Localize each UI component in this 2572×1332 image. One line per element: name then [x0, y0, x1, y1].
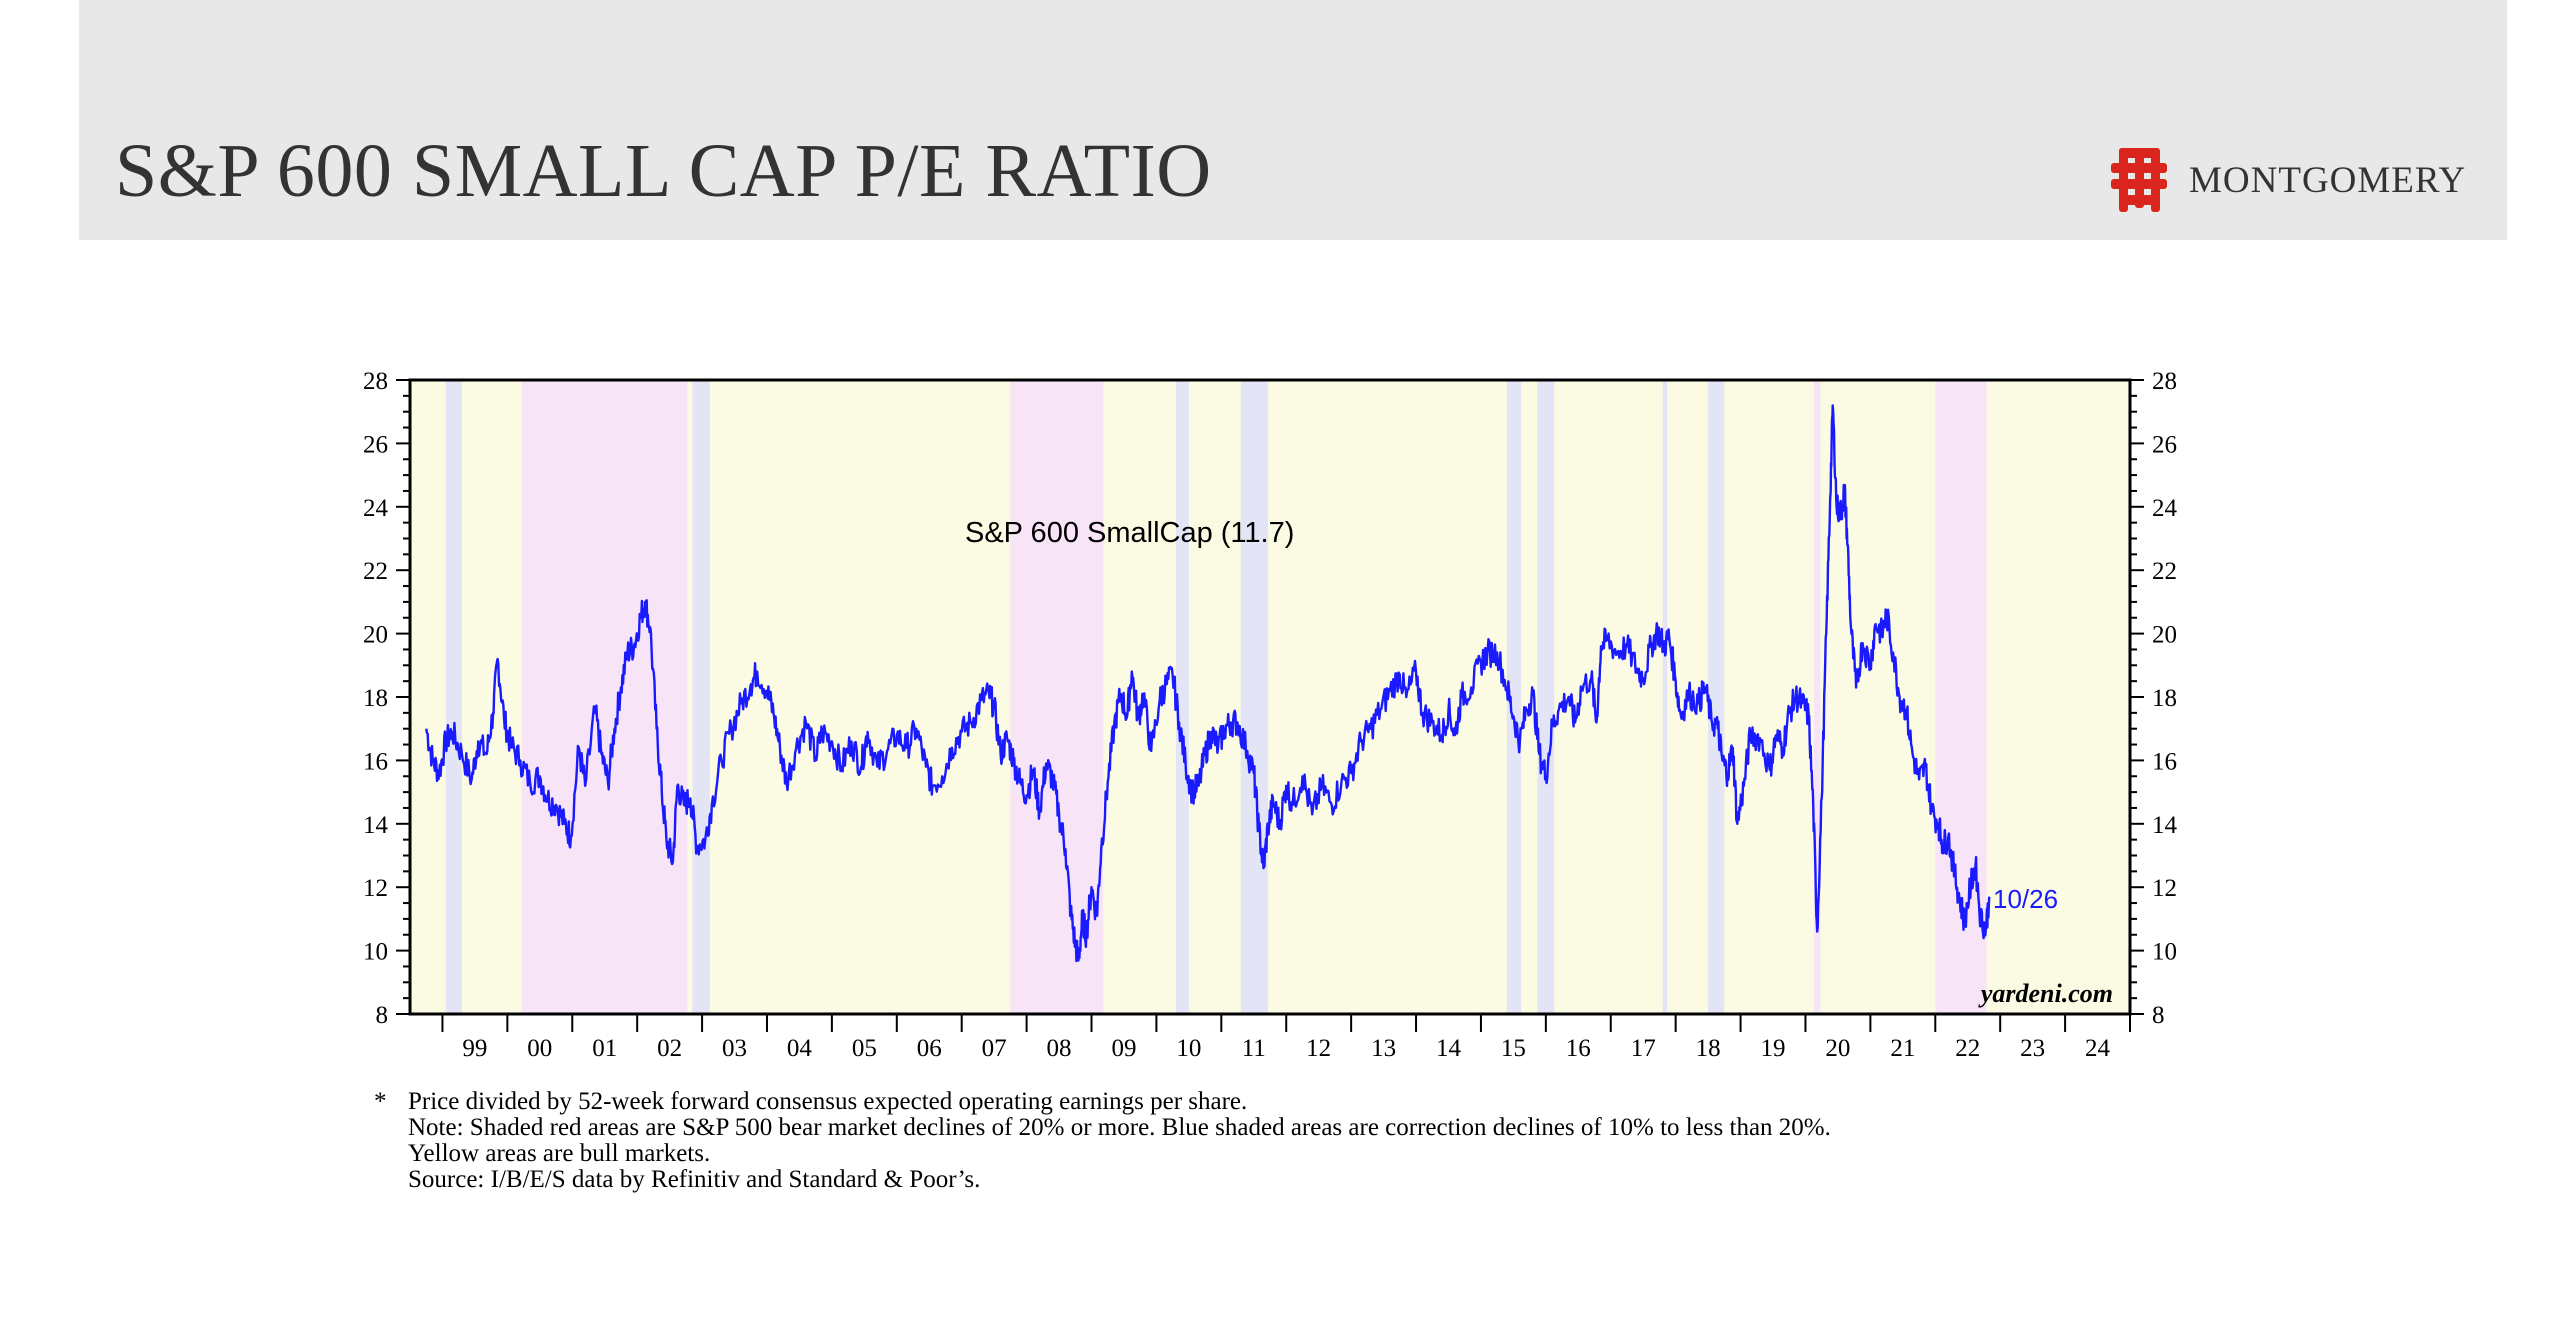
- y-tick-label-left: 16: [363, 748, 388, 775]
- y-tick-label-right: 24: [2152, 495, 2178, 522]
- source-watermark: yardeni.com: [1978, 979, 2113, 1008]
- montgomery-logo-icon: [2111, 148, 2167, 212]
- x-tick-label: 07: [982, 1035, 1007, 1062]
- end-date-label: 10/26: [1993, 884, 2058, 914]
- x-tick-label: 14: [1436, 1035, 1462, 1062]
- x-axis: 99 00 01 02 03 04 05 06 07 08 09 10 11 12 13 14 15 16 17 18…: [441, 1014, 2131, 1062]
- chart-notes: * Price divided by 52-week forward conse…: [374, 1089, 2274, 1193]
- y-tick-label-right: 12: [2152, 875, 2177, 902]
- y-tick-label-left: 10: [363, 939, 388, 966]
- x-tick-label: 10: [1176, 1035, 1201, 1062]
- y-tick-label-right: 10: [2152, 939, 2177, 966]
- y-tick-label-right: 16: [2152, 748, 2177, 775]
- x-tick-label: 13: [1371, 1035, 1396, 1062]
- correction-region: [1175, 380, 1189, 1014]
- x-tick-label: 12: [1306, 1035, 1331, 1062]
- market-regions: [410, 380, 2130, 1014]
- y-tick-label-left: 22: [363, 558, 388, 585]
- y-tick-label-left: 20: [363, 622, 388, 649]
- bear-market-region: [521, 380, 688, 1014]
- x-tick-label: 22: [1955, 1035, 1980, 1062]
- y-tick-label-left: 24: [363, 495, 389, 522]
- brand-logo: MONTGOMERY: [2105, 145, 2466, 215]
- y-tick-label-left: 26: [363, 431, 388, 458]
- note-line: Yellow areas are bull markets.: [408, 1140, 711, 1167]
- y-tick-label-right: 20: [2152, 622, 2177, 649]
- y-tick-label-left: 18: [363, 685, 388, 712]
- series-layer: [425, 404, 1991, 963]
- x-tick-label: 11: [1242, 1035, 1266, 1062]
- y-tick-label-right: 22: [2152, 558, 2177, 585]
- y-tick-label-left: 14: [363, 812, 389, 839]
- x-tick-label: 00: [527, 1035, 552, 1062]
- y-tick-label-right: 28: [2152, 368, 2177, 395]
- correction-region: [1662, 380, 1668, 1014]
- x-tick-label: 09: [1111, 1035, 1136, 1062]
- x-tick-label: 05: [852, 1035, 877, 1062]
- slide-title: S&P 600 SMALL CAP P/E RATIO: [115, 129, 1212, 213]
- x-tick-label: 23: [2020, 1035, 2045, 1062]
- correction-region: [1240, 380, 1269, 1014]
- x-tick-label: 03: [722, 1035, 747, 1062]
- x-tick-label: 20: [1825, 1035, 1850, 1062]
- correction-region: [692, 380, 710, 1014]
- x-tick-label: 19: [1761, 1035, 1786, 1062]
- x-tick-label: 02: [657, 1035, 682, 1062]
- correction-region: [1506, 380, 1522, 1014]
- footnote-marker: *: [374, 1088, 387, 1115]
- x-tick-label: 99: [462, 1035, 487, 1062]
- y-axis-left: 8 10 12 14 16 18 20 22 24 26 28: [363, 368, 410, 1029]
- y-tick-label-right: 18: [2152, 685, 2177, 712]
- y-tick-label-left: 28: [363, 368, 388, 395]
- correction-region: [1537, 380, 1555, 1014]
- y-tick-label-right: 26: [2152, 431, 2177, 458]
- note-line: Note: Shaded red areas are S&P 500 bear …: [408, 1114, 1831, 1141]
- x-tick-label: 16: [1566, 1035, 1591, 1062]
- correction-region: [1708, 380, 1725, 1014]
- x-tick-label: 15: [1501, 1035, 1526, 1062]
- y-tick-label-left: 12: [363, 875, 388, 902]
- x-tick-label: 18: [1696, 1035, 1721, 1062]
- x-tick-label: 04: [787, 1035, 813, 1062]
- y-tick-label-right: 8: [2152, 1002, 2165, 1029]
- x-tick-label: 08: [1047, 1035, 1072, 1062]
- series-label: S&P 600 SmallCap (11.7): [965, 517, 1294, 549]
- x-tick-label: 21: [1890, 1035, 1915, 1062]
- header-band: [79, 0, 2507, 240]
- y-tick-label-right: 14: [2152, 812, 2178, 839]
- series-line: [425, 404, 1991, 963]
- x-tick-label: 24: [2085, 1035, 2111, 1062]
- note-line: Source: I/B/E/S data by Refinitiv and St…: [408, 1166, 981, 1193]
- brand-name: MONTGOMERY: [2189, 159, 2467, 201]
- x-tick-label: 06: [917, 1035, 942, 1062]
- x-tick-label: 01: [592, 1035, 617, 1062]
- bear-market-region: [1813, 380, 1821, 1014]
- y-axis-right: 8 10 12 14 16 18 20 22 24 26 28: [2130, 368, 2178, 1029]
- correction-region: [445, 380, 462, 1014]
- note-line: Price divided by 52-week forward consens…: [408, 1088, 1248, 1115]
- y-tick-label-left: 8: [376, 1002, 389, 1029]
- x-tick-label: 17: [1631, 1035, 1656, 1062]
